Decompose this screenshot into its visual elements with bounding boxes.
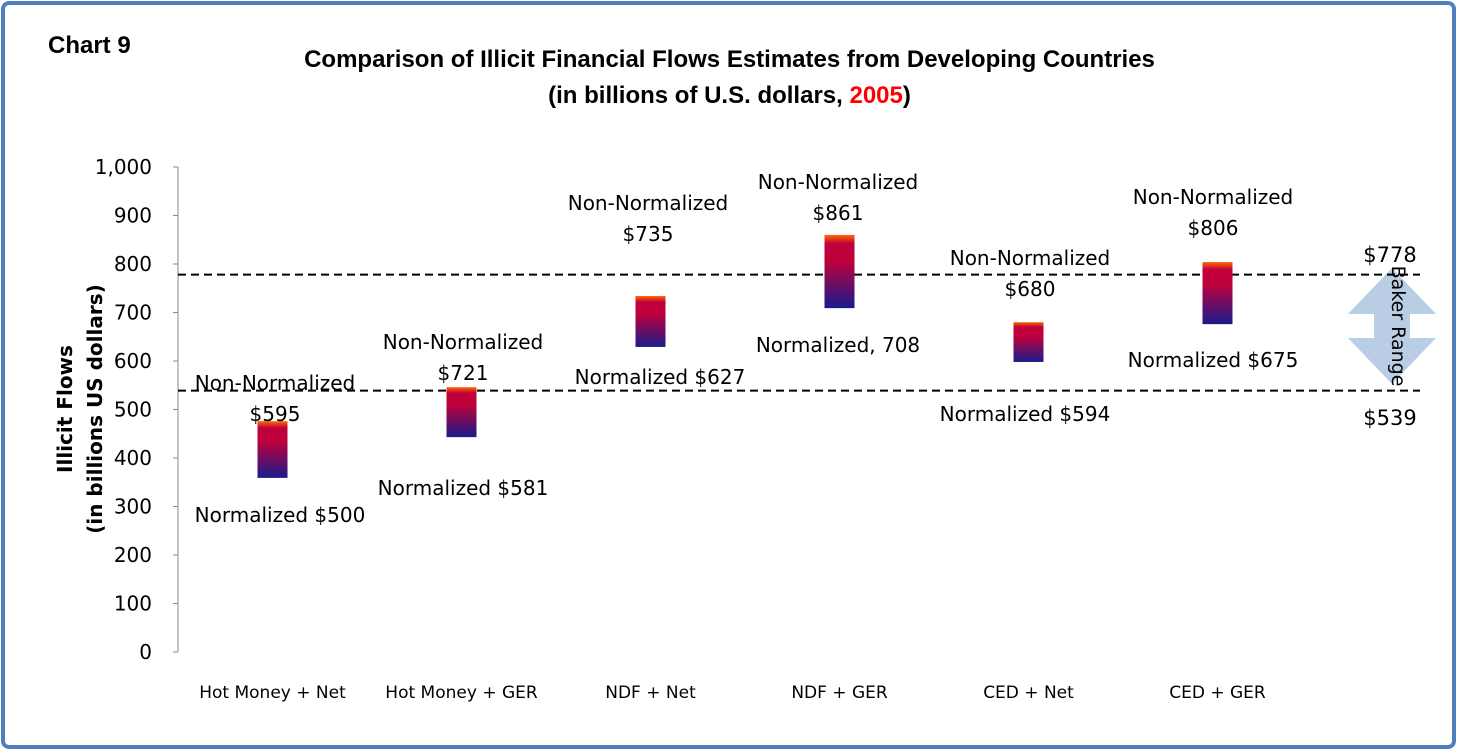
x-tick-label: CED + GER	[1169, 683, 1266, 703]
subtitle-part: (in billions of U.S. dollars,	[548, 82, 850, 109]
y-tick-label: 900	[114, 204, 152, 228]
y-tick-label: 400	[114, 446, 152, 470]
reference-label: $539	[1363, 406, 1416, 430]
y-tick-label: 700	[114, 301, 152, 325]
x-tick-label: Hot Money + GER	[385, 683, 538, 703]
y-tick-label: 800	[114, 252, 152, 276]
title-block: Comparison of Illicit Financial Flows Es…	[0, 42, 1459, 114]
annotation-low: Normalized $500	[194, 503, 366, 527]
bar	[635, 296, 666, 347]
annotation-high: Non-Normalized $680	[949, 246, 1111, 301]
annotation-high: Non-Normalized $735	[567, 191, 729, 246]
bar	[1202, 262, 1233, 325]
annotation-high: Non-Normalized $861	[757, 170, 919, 225]
subtitle-part: 2005	[849, 82, 903, 109]
x-tick-label: Hot Money + Net	[199, 683, 346, 703]
annotation-low: Normalized, 708	[755, 333, 921, 357]
bar	[446, 387, 477, 438]
y-tick-label: 200	[114, 543, 152, 567]
chart-label: Chart 9	[48, 32, 131, 59]
annotation-low: Normalized $594	[939, 402, 1111, 426]
x-tick-label: NDF + GER	[791, 683, 888, 703]
y-tick-label: 0	[139, 640, 152, 664]
x-tick-label: CED + Net	[983, 683, 1074, 703]
annotation-low: Normalized $627	[574, 365, 746, 389]
annotation-low: Normalized $581	[377, 476, 549, 500]
bar	[824, 234, 855, 309]
y-label-line: (in billions US dollars)	[83, 284, 107, 534]
x-tick-label: NDF + Net	[605, 683, 696, 703]
bar	[1013, 322, 1044, 362]
y-label-line: Illicit Flows	[53, 345, 77, 473]
y-tick-label: 300	[114, 495, 152, 519]
annotation-low: Normalized $675	[1127, 348, 1299, 372]
baker-arrow	[1348, 268, 1436, 384]
annotation-high: Non-Normalized $721	[382, 330, 544, 385]
annotation-high: Non-Normalized $806	[1132, 185, 1294, 240]
bar	[257, 421, 288, 478]
y-tick-label: 500	[114, 398, 152, 422]
reference-label: $778	[1363, 243, 1416, 267]
y-tick-label: 1,000	[95, 155, 152, 179]
chart-subtitle: (in billions of U.S. dollars, 2005)	[0, 78, 1459, 114]
annotation-high: Non-Normalized $595	[194, 371, 356, 426]
y-tick-label: 100	[114, 592, 152, 616]
y-axis-label: Illicit Flows (in billions US dollars)	[53, 284, 107, 534]
range-label: Baker Range	[1387, 266, 1409, 387]
chart-title: Comparison of Illicit Financial Flows Es…	[304, 46, 1155, 73]
y-tick-label: 600	[114, 349, 152, 373]
subtitle-part: )	[902, 82, 911, 109]
